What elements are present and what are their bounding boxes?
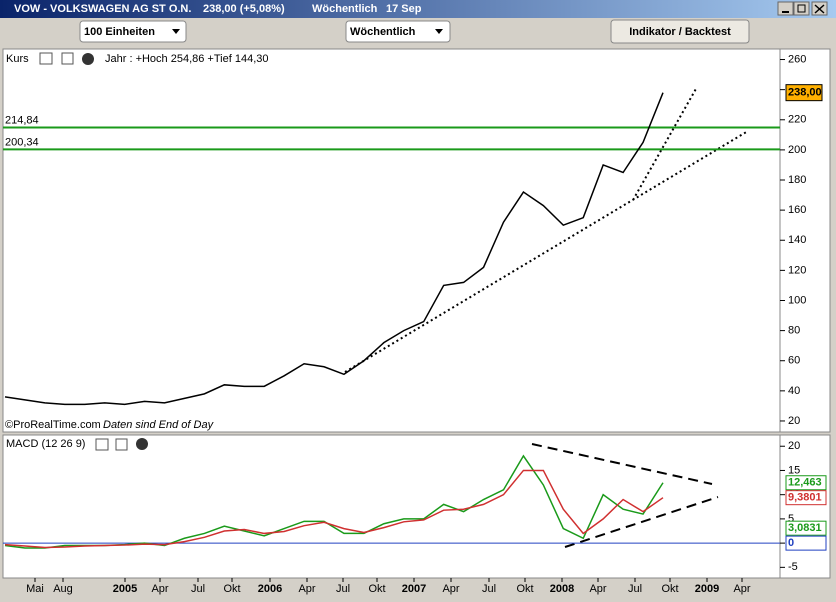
- y-tick-label: 180: [788, 174, 806, 186]
- last-value: 12,463: [788, 477, 822, 489]
- window-period: Wöchentlich: [312, 3, 378, 15]
- y-tick-label: 120: [788, 264, 806, 276]
- x-tick-label: Jul: [191, 583, 205, 595]
- x-tick-label: 2006: [258, 583, 282, 595]
- macd-panel: [2, 434, 781, 579]
- price-panel: [2, 48, 781, 433]
- title-bar: [0, 0, 836, 18]
- y-tick-label: 15: [788, 464, 800, 476]
- x-tick-label: Okt: [516, 583, 533, 595]
- x-tick-label: Apr: [298, 583, 315, 595]
- last-value-box: [785, 490, 827, 506]
- x-tick-label: Apr: [442, 583, 459, 595]
- interval-dropdown[interactable]: [345, 20, 451, 43]
- y-tick-label: 40: [788, 385, 800, 397]
- y-tick-label: 140: [788, 234, 806, 246]
- y-tick-label: 20: [788, 440, 800, 452]
- window-quote: 238,00 (+5,08%): [203, 3, 285, 15]
- price-axis: [779, 48, 831, 433]
- x-tick-label: Okt: [661, 583, 678, 595]
- last-value: 0: [788, 537, 794, 549]
- y-tick-label: 160: [788, 204, 806, 216]
- x-tick-label: Jul: [482, 583, 496, 595]
- panel-icons[interactable]: [39, 52, 94, 65]
- y-tick-label: 5: [788, 513, 794, 525]
- y-tick-label: 200: [788, 144, 806, 156]
- units-text: 100 Einheiten: [84, 26, 155, 38]
- line: [4, 469, 664, 549]
- level-label: 200,34: [5, 136, 39, 148]
- x-tick-label: Okt: [223, 583, 240, 595]
- level-label: 214,84: [5, 114, 39, 126]
- x-tick-label: 2009: [695, 583, 719, 595]
- x-tick-label: Jul: [336, 583, 350, 595]
- indicator-button[interactable]: [610, 19, 750, 44]
- y-tick-label: 60: [788, 355, 800, 367]
- window-buttons[interactable]: [777, 1, 828, 16]
- x-tick-label: 2008: [550, 583, 574, 595]
- y-tick-label: 220: [788, 114, 806, 126]
- x-tick-label: 2005: [113, 583, 137, 595]
- interval-text: Wöchentlich: [350, 26, 416, 38]
- x-tick-label: Mai: [26, 583, 44, 595]
- y-tick-label: -5: [788, 561, 798, 573]
- x-tick-label: Jul: [628, 583, 642, 595]
- last-price: 238,00: [788, 87, 822, 99]
- last-value: 9,3801: [788, 492, 822, 504]
- y-tick-label: 100: [788, 294, 806, 306]
- window-date: 17 Sep: [386, 3, 422, 15]
- units-dropdown[interactable]: [79, 20, 187, 43]
- x-tick-label: Okt: [368, 583, 385, 595]
- x-tick-label: Apr: [589, 583, 606, 595]
- price-label: Kurs: [6, 53, 29, 65]
- last-value-box: [785, 535, 827, 551]
- watermark: ©ProRealTime.com: [5, 419, 101, 431]
- last-value: 3,0831: [788, 522, 822, 534]
- price-info: Jahr : +Hoch 254,86 +Tief 144,30: [105, 53, 268, 65]
- line: [4, 92, 664, 406]
- macd-label: MACD (12 26 9): [6, 438, 85, 450]
- trend-lines: [344, 86, 749, 373]
- x-tick-label: Aug: [53, 583, 73, 595]
- y-tick-label: 80: [788, 325, 800, 337]
- macd-icons[interactable]: [95, 438, 148, 451]
- last-price-box: [785, 84, 823, 102]
- macd-axis: [779, 434, 831, 579]
- x-tick-label: Apr: [151, 583, 168, 595]
- x-tick-label: 2007: [402, 583, 426, 595]
- note: Daten sind End of Day: [103, 419, 215, 431]
- x-tick-label: Apr: [733, 583, 750, 595]
- last-value-box: [785, 520, 827, 536]
- y-tick-label: 20: [788, 415, 800, 427]
- window-title: VOW - VOLKSWAGEN AG ST O.N.: [14, 3, 191, 15]
- indicator-button-text: Indikator / Backtest: [629, 26, 731, 38]
- y-tick-label: 260: [788, 53, 806, 65]
- macd-trend-lines: [531, 443, 719, 548]
- last-value-box: [785, 475, 827, 491]
